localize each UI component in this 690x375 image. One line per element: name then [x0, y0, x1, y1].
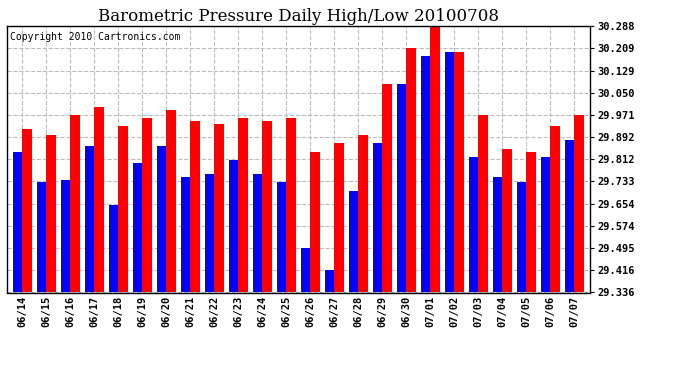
Bar — [301, 248, 310, 292]
Title: Barometric Pressure Daily High/Low 20100708: Barometric Pressure Daily High/Low 20100… — [98, 8, 499, 25]
Bar — [541, 157, 551, 292]
Bar — [133, 163, 142, 292]
Bar — [239, 118, 248, 292]
Bar — [119, 126, 128, 292]
Bar — [253, 174, 262, 292]
Bar — [469, 157, 478, 292]
Bar — [431, 26, 440, 292]
Bar — [373, 143, 382, 292]
Bar — [478, 115, 488, 292]
Bar — [85, 146, 95, 292]
Bar — [190, 121, 200, 292]
Bar — [335, 143, 344, 292]
Bar — [551, 126, 560, 292]
Bar — [406, 48, 416, 292]
Bar — [205, 174, 215, 292]
Bar — [215, 124, 224, 292]
Bar — [310, 152, 320, 292]
Text: Copyright 2010 Cartronics.com: Copyright 2010 Cartronics.com — [10, 32, 180, 42]
Bar — [46, 135, 56, 292]
Bar — [286, 118, 296, 292]
Bar — [95, 107, 104, 292]
Bar — [564, 140, 574, 292]
Bar — [229, 160, 239, 292]
Bar — [142, 118, 152, 292]
Bar — [325, 270, 335, 292]
Bar — [61, 180, 70, 292]
Bar — [13, 152, 23, 292]
Bar — [109, 205, 119, 292]
Bar — [502, 149, 512, 292]
Bar — [277, 182, 286, 292]
Bar — [382, 84, 392, 292]
Bar — [455, 52, 464, 292]
Bar — [526, 152, 536, 292]
Bar — [445, 52, 455, 292]
Bar — [517, 182, 526, 292]
Bar — [166, 110, 176, 292]
Bar — [349, 191, 358, 292]
Bar — [262, 121, 272, 292]
Bar — [493, 177, 502, 292]
Bar — [37, 182, 46, 292]
Bar — [23, 129, 32, 292]
Bar — [397, 84, 406, 292]
Bar — [70, 115, 80, 292]
Bar — [157, 146, 166, 292]
Bar — [421, 57, 431, 292]
Bar — [181, 177, 190, 292]
Bar — [358, 135, 368, 292]
Bar — [574, 115, 584, 292]
